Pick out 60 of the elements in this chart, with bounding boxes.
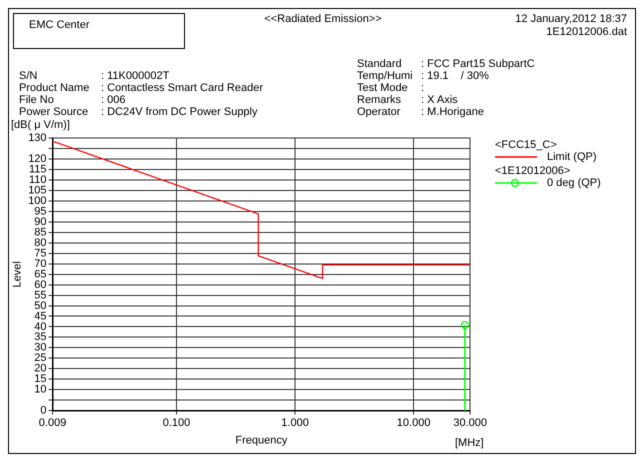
text: Temp/Humi	[357, 70, 413, 82]
y-tick-label: 35	[34, 331, 47, 344]
y-tick-label: 95	[34, 205, 47, 218]
text: S/N	[19, 70, 38, 82]
text: : FCC Part15 SubpartC	[421, 58, 535, 70]
x-axis-title: Frequency	[235, 434, 288, 446]
x-tick-label: 10.000	[396, 417, 430, 430]
text: : DC24V from DC Power Supply	[101, 106, 258, 118]
x-tick-label: 0.100	[162, 417, 190, 430]
text: : Contactless Smart Card Reader	[101, 82, 264, 94]
y-tick-label: 100	[28, 194, 47, 207]
y-tick-label: 50	[34, 300, 47, 312]
text: Product Name	[19, 82, 90, 94]
y-tick-label: 25	[34, 352, 47, 364]
chart-title: <<Radiated Emission>>	[264, 13, 382, 25]
y-tick-label: 90	[34, 216, 47, 228]
y-tick-label: 110	[29, 174, 47, 186]
x-tick-label: 30.000	[453, 417, 488, 430]
y-tick-label: 120	[28, 153, 47, 165]
y-tick-label: 45	[34, 310, 47, 322]
text: Power Source	[19, 106, 88, 118]
text: : 006	[101, 94, 126, 106]
text: <1E12012006>	[495, 165, 572, 177]
text: Operator	[357, 106, 400, 118]
text: Remarks	[357, 94, 402, 106]
x-tick-label: 0.009	[38, 417, 66, 430]
text: : 11K000002T	[101, 70, 170, 82]
text: EMC Center	[29, 19, 90, 31]
y-tick-label: 130	[28, 132, 47, 144]
y-tick-label: 60	[34, 278, 47, 291]
text: Test Mode	[357, 82, 408, 94]
y-tick-label: 20	[34, 362, 47, 375]
text: : M.Horigane	[421, 106, 484, 118]
text: :	[421, 82, 424, 94]
y-tick-label: 10	[34, 384, 47, 396]
text: : X Axis	[421, 94, 458, 106]
y-tick-label: 75	[34, 247, 47, 260]
y-tick-label: 30	[34, 342, 47, 354]
y-tick-label: 80	[34, 236, 47, 249]
y-tick-label: 85	[34, 226, 47, 238]
y-tick-label: 115	[29, 163, 47, 176]
text: [MHz]	[455, 437, 484, 449]
y-tick-label: 40	[34, 320, 47, 333]
x-tick-label: 1.000	[281, 417, 309, 430]
y-axis-title: Level	[12, 261, 24, 288]
text: : 19.1 / 30%	[421, 70, 489, 82]
text: File No	[19, 94, 54, 106]
y-tick-label: 105	[28, 184, 47, 196]
y-tick-label: 70	[34, 258, 47, 270]
text: <FCC15_C>	[495, 139, 558, 151]
text: [dB( μ V/m)]	[11, 119, 70, 131]
y-tick-label: 65	[34, 268, 47, 280]
y-tick-label: 55	[34, 289, 47, 302]
y-tick-label: 15	[34, 373, 47, 386]
legend-label: Limit (QP)	[547, 151, 596, 163]
text: 12 January,2012 18:37	[515, 13, 627, 25]
text: Standard	[357, 58, 402, 70]
y-tick-label: 0	[40, 404, 47, 417]
text: 1E12012006.dat	[546, 26, 627, 38]
legend-label: 0 deg (QP)	[547, 177, 601, 189]
